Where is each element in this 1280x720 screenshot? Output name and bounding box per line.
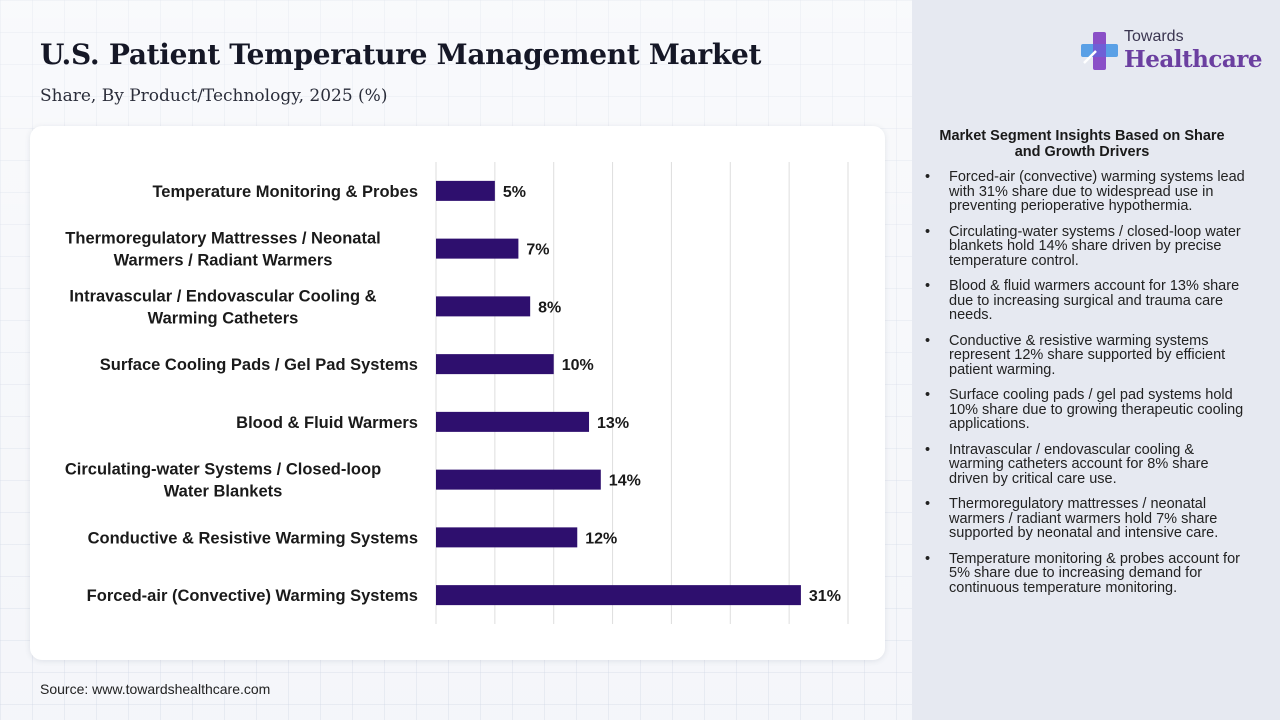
bar-chart: 5% Temperature Monitoring & Probes 7% Therm… (65, 162, 849, 624)
insight-item: Blood & fluid warmers account for 13% sh… (924, 279, 1246, 323)
bar (436, 354, 554, 375)
insight-item: Intravascular / endovascular cooling & w… (924, 442, 1246, 487)
value-label: 10% (562, 357, 594, 374)
value-label: 13% (597, 415, 629, 432)
insight-item: Forced-air (convective) warming systems … (924, 170, 1246, 214)
insight-item: Thermoregulatory mattresses / neonatal w… (924, 497, 1246, 541)
value-label: 8% (538, 299, 561, 316)
chart-card: 5% Temperature Monitoring & Probes 7% Therm… (30, 126, 885, 660)
bar (436, 527, 578, 548)
category-label: Water Blankets (164, 483, 283, 501)
bar (436, 469, 601, 490)
insight-item: Circulating-water systems / closed-loop … (924, 224, 1246, 269)
category-label: Warming Catheters (148, 309, 299, 327)
insights-title: Market Segment Insights Based on Share a… (939, 128, 1225, 160)
insights-list: Forced-air (convective) warming systems … (924, 170, 1246, 606)
bar (436, 411, 590, 432)
medical-cross-icon (1081, 32, 1118, 70)
insight-item: Temperature monitoring & probes account … (924, 551, 1246, 596)
logo-main-text: Healthcare (1124, 46, 1263, 73)
category-label: Temperature Monitoring & Probes (152, 183, 418, 201)
insight-item: Conductive & resistive warming systems r… (924, 333, 1246, 378)
bar (436, 585, 801, 606)
page-title: U.S. Patient Temperature Management Mark… (40, 38, 762, 71)
category-label: Forced-air (Convective) Warming Systems (87, 587, 418, 605)
category-label: Conductive & Resistive Warming Systems (88, 529, 418, 547)
value-label: 31% (809, 588, 841, 605)
source-note: Source: www.towardshealthcare.com (40, 681, 271, 697)
bar (436, 180, 495, 201)
category-label: Intravascular / Endovascular Cooling & (69, 287, 376, 305)
value-label: 5% (503, 184, 526, 201)
category-label: Circulating-water Systems / Closed-loop (65, 461, 381, 479)
page-subtitle: Share, By Product/Technology, 2025 (%) (40, 86, 388, 106)
value-label: 12% (585, 530, 617, 547)
category-label: Blood & Fluid Warmers (236, 414, 418, 432)
insight-item: Surface cooling pads / gel pad systems h… (924, 388, 1246, 432)
brand-logo: Towards Healthcare (1080, 28, 1263, 78)
value-label: 14% (609, 473, 641, 490)
value-label: 7% (526, 242, 549, 259)
bar (436, 238, 519, 259)
category-label: Surface Cooling Pads / Gel Pad Systems (100, 356, 418, 374)
logo-top-text: Towards (1124, 28, 1184, 45)
category-label: Thermoregulatory Mattresses / Neonatal (65, 230, 380, 248)
bar (436, 296, 531, 317)
category-label: Warmers / Radiant Warmers (114, 252, 333, 270)
